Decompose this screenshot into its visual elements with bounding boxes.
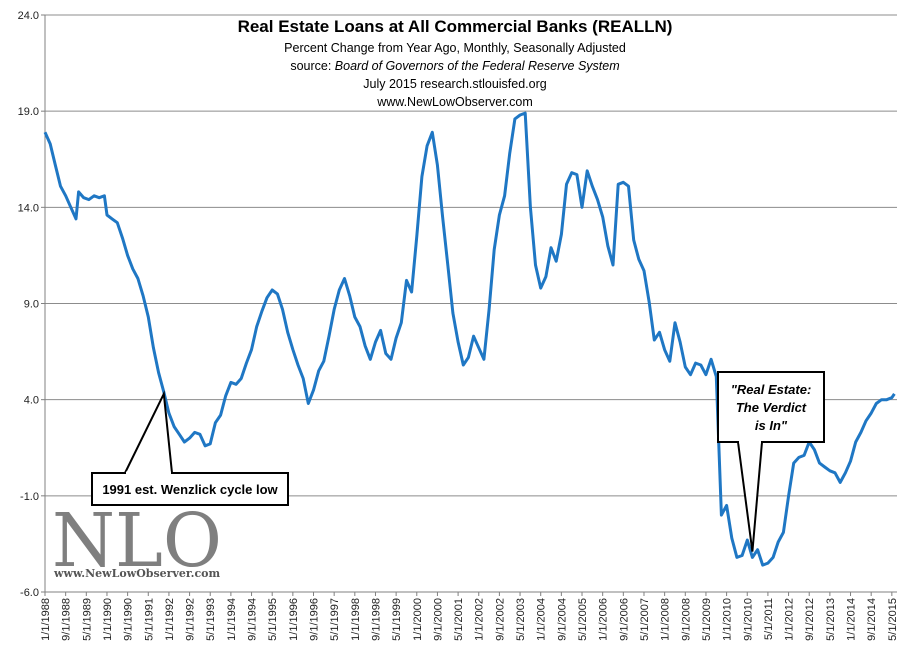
x-tick-label: 1/1/1988: [40, 598, 52, 641]
x-tick-label: 9/1/1992: [185, 598, 197, 641]
x-tick-label: 5/1/2009: [701, 598, 713, 641]
x-tick-label: 5/1/1997: [329, 598, 341, 641]
chart-subtitle-1: Percent Change from Year Ago, Monthly, S…: [284, 41, 626, 55]
chart-title: Real Estate Loans at All Commercial Bank…: [238, 17, 673, 36]
x-tick-label: 1/1/1998: [350, 598, 362, 641]
x-tick-label: 1/1/2002: [474, 598, 486, 641]
nlo-logo-url: www.NewLowObserver.com: [53, 567, 220, 580]
x-tick-label: 9/1/2010: [742, 598, 754, 641]
x-tick-label: 9/1/2006: [618, 598, 630, 641]
x-tick-label: 1/1/1992: [164, 598, 176, 641]
x-tick-label: 1/1/1990: [102, 598, 114, 641]
callout-1: 1991 est. Wenzlick cycle low: [91, 390, 289, 506]
x-tick-label: 9/1/1988: [61, 598, 73, 641]
callout-pointer: [736, 441, 764, 552]
x-tick-label: 5/1/1991: [143, 598, 155, 641]
callout-text: "Real Estate:: [731, 382, 812, 397]
x-tick-label: 1/1/2000: [412, 598, 424, 641]
x-tick-label: 5/1/1989: [81, 598, 93, 641]
y-tick-label: -1.0: [20, 491, 39, 503]
x-tick-label: 9/1/1998: [370, 598, 382, 641]
x-tick-label: 5/1/2005: [577, 598, 589, 641]
x-tick-label: 5/1/2011: [763, 598, 775, 640]
x-tick-label: 5/1/1993: [205, 598, 217, 641]
source-name: Board of Governors of the Federal Reserv…: [335, 59, 620, 73]
series-line: [43, 111, 896, 567]
x-axis-ticks: 1/1/1988 9/1/1988 5/1/1989 1/1/1990 9/1/1990…: [40, 592, 899, 641]
x-tick-label: 9/1/2012: [804, 598, 816, 641]
x-tick-label: 1/1/2014: [846, 598, 858, 641]
x-tick-label: 1/1/2006: [598, 598, 610, 641]
x-tick-label: 5/1/1995: [267, 598, 279, 641]
y-axis-ticks: 24.0 19.0 14.0 9.0 4.0 -1.0 -6.0: [18, 10, 45, 599]
y-tick-label: 24.0: [18, 10, 39, 22]
x-tick-label: 5/1/2015: [887, 598, 899, 641]
source-prefix: source:: [290, 59, 334, 73]
x-tick-label: 9/1/2008: [680, 598, 692, 641]
x-tick-label: 9/1/2014: [866, 598, 878, 641]
x-tick-label: 9/1/2002: [494, 598, 506, 641]
callout-2: "Real Estate: The Verdict is In": [717, 371, 825, 552]
x-tick-label: 5/1/2001: [453, 598, 465, 641]
callouts: 1991 est. Wenzlick cycle low "Real Estate…: [91, 371, 825, 552]
y-tick-label: 4.0: [24, 395, 39, 407]
x-tick-label: 1/1/2012: [784, 598, 796, 641]
x-tick-label: 1/1/2010: [722, 598, 734, 641]
x-tick-label: 1/1/1996: [288, 598, 300, 641]
callout-box: [717, 371, 825, 443]
y-tick-label: 9.0: [24, 299, 39, 311]
x-tick-label: 1/1/2008: [660, 598, 672, 641]
callout-text: The Verdict: [736, 400, 807, 415]
chart-subtitle-4: www.NewLowObserver.com: [376, 95, 533, 109]
x-tick-label: 5/1/2007: [639, 598, 651, 641]
callout-box: [91, 472, 289, 506]
chart-subtitle-3: July 2015 research.stlouisfed.org: [363, 77, 546, 91]
callout-text: is In": [755, 418, 788, 433]
x-tick-label: 5/1/2013: [825, 598, 837, 641]
x-tick-label: 9/1/2000: [432, 598, 444, 641]
x-tick-label: 9/1/2004: [556, 598, 568, 641]
x-tick-label: 9/1/1994: [247, 598, 259, 641]
x-tick-label: 5/1/1999: [391, 598, 403, 641]
x-tick-label: 1/1/1994: [226, 598, 238, 641]
nlo-logo: NLO www.NewLowObserver.com: [52, 498, 222, 584]
nlo-logo-text: NLO: [52, 498, 222, 584]
callout-text: 1991 est. Wenzlick cycle low: [102, 482, 278, 497]
x-tick-label: 9/1/1990: [123, 598, 135, 641]
y-tick-label: -6.0: [20, 587, 39, 599]
callout-pointer: [123, 390, 174, 474]
chart-source-line: source: Board of Governors of the Federa…: [290, 59, 619, 73]
x-tick-label: 5/1/2003: [515, 598, 527, 641]
x-tick-label: 1/1/2004: [536, 598, 548, 641]
x-tick-label: 9/1/1996: [309, 598, 321, 641]
y-tick-label: 19.0: [18, 106, 39, 118]
y-tick-label: 14.0: [18, 202, 39, 214]
